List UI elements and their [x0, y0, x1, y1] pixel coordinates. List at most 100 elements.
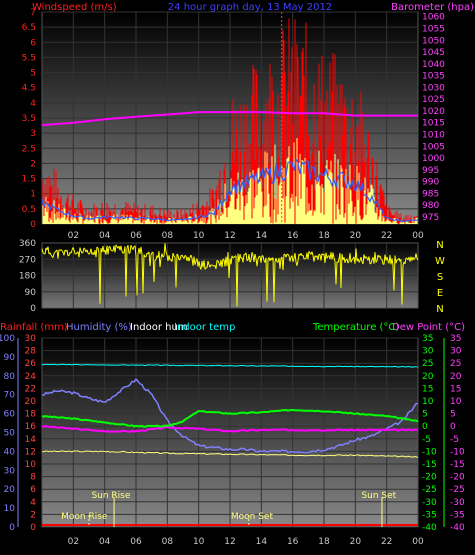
wind-direction-trace [332, 252, 335, 259]
rainfall-y-tick-label: 18 [25, 410, 37, 420]
wind-direction-trace [129, 245, 132, 253]
wind-direction-trace [404, 257, 407, 265]
dewpoint-y-tick-label: 15 [450, 384, 461, 394]
temp-y-tick-label: -35 [422, 510, 437, 520]
wind-direction-trace [49, 252, 52, 256]
pressure-y-tick-label: 1045 [422, 48, 445, 58]
wind-direction-trace [320, 253, 323, 261]
rainfall-y-tick-label: 20 [25, 397, 37, 407]
wind-direction-trace [168, 255, 171, 261]
dewpoint-y-tick-label: 5 [450, 410, 456, 420]
direction-y-tick-label: 270 [19, 255, 36, 265]
temp-x-tick-label: 14 [256, 537, 268, 547]
wind-direction-trace [216, 259, 219, 262]
pressure-y-tick-label: 990 [422, 178, 439, 188]
wind-direction-trace [193, 256, 196, 265]
dewpoint-y-tick-label: -35 [450, 510, 465, 520]
wind-direction-trace [379, 255, 382, 260]
wind-direction-trace [292, 258, 295, 262]
wind-direction-trace [333, 257, 336, 262]
wind-direction-trace [317, 254, 320, 260]
indoor-temp-line [41, 363, 419, 368]
humidity-y-tick-label: 90 [4, 353, 16, 363]
wind-direction-trace [285, 254, 288, 258]
compass-label: S [437, 272, 443, 283]
legend-item: Indoor temp [174, 322, 235, 333]
wind-direction-trace [262, 255, 265, 261]
dewpoint-y-tick-label: 30 [450, 347, 462, 357]
dewpoint-y-tick-label: 25 [450, 359, 461, 369]
rainfall-y-tick-label: 8 [30, 473, 36, 483]
pressure-y-tick-label: 1015 [422, 119, 445, 129]
wind-direction-trace [203, 260, 206, 270]
wind-direction-trace [386, 256, 389, 262]
wind-direction-trace [394, 255, 397, 264]
direction-y-tick-label: 180 [19, 272, 36, 282]
wind-x-tick-label: 04 [99, 231, 111, 241]
wind-direction-trace [374, 252, 377, 263]
wind-direction-trace [68, 252, 71, 256]
wind-y-tick-label: 2.5 [22, 144, 36, 154]
wind-direction-trace [275, 258, 278, 263]
windspeed-axis-title: Windspeed (m/s) [32, 2, 117, 13]
wind-direction-trace [230, 255, 233, 265]
wind-direction-trace [416, 258, 419, 261]
rainfall-y-tick-label: 0 [30, 523, 36, 533]
wind-direction-trace [381, 259, 384, 265]
temp-y-tick-label: -10 [422, 447, 437, 457]
wind-direction-trace [52, 253, 55, 258]
pressure-y-tick-label: 1005 [422, 142, 445, 152]
wind-direction-trace [287, 254, 290, 257]
wind-y-tick-label: 7 [30, 8, 36, 18]
wind-direction-trace [260, 255, 263, 263]
temp-x-tick-label: 02 [68, 537, 79, 547]
wind-x-tick-label: 18 [318, 231, 330, 241]
moon-rise-label: Moon Rise [61, 512, 108, 522]
wind-direction-trace [249, 260, 252, 263]
pressure-y-tick-label: 1020 [422, 107, 445, 117]
wind-direction-trace [221, 258, 224, 268]
pressure-y-tick-label: 1025 [422, 95, 445, 105]
wind-direction-trace [251, 252, 254, 256]
temp-y-tick-label: -25 [422, 485, 437, 495]
pressure-y-tick-label: 1010 [422, 130, 445, 140]
wind-y-tick-label: 5 [30, 69, 36, 79]
rainfall-y-tick-label: 26 [25, 359, 37, 369]
wind-direction-trace [134, 245, 137, 257]
wind-direction-trace [355, 248, 358, 262]
wind-direction-trace [82, 247, 85, 253]
legend-item: Humidity (%) [66, 322, 132, 333]
wind-y-tick-label: 6.5 [22, 23, 36, 33]
wind-direction-trace [302, 255, 305, 260]
wind-direction-trace [159, 258, 162, 268]
pressure-y-tick-label: 980 [422, 201, 439, 211]
rainfall-y-tick-label: 24 [25, 372, 37, 382]
wind-direction-trace [313, 255, 316, 262]
wind-x-tick-label: 16 [287, 231, 299, 241]
wind-direction-trace [368, 256, 371, 264]
pressure-y-tick-label: 995 [422, 166, 439, 176]
wind-direction-trace [72, 247, 75, 250]
sun-set-label: Sun Set [361, 491, 396, 501]
wind-x-tick-label: 06 [130, 231, 142, 241]
wind-x-tick-label: 00 [412, 231, 424, 241]
pressure-y-tick-label: 1040 [422, 60, 445, 70]
humidity-y-tick-label: 50 [4, 429, 16, 439]
wind-direction-trace [296, 260, 299, 266]
pressure-y-tick-label: 1035 [422, 72, 445, 82]
temp-y-tick-label: 0 [422, 422, 428, 432]
wind-direction-trace [413, 257, 416, 260]
wind-direction-trace [127, 245, 130, 254]
wind-x-tick-label: 22 [381, 231, 392, 241]
wind-direction-trace [140, 246, 143, 255]
wind-direction-trace [375, 260, 378, 263]
wind-direction-trace [311, 251, 314, 256]
compass-label: W [435, 256, 445, 267]
temp-y-tick-label: -20 [422, 473, 437, 483]
wind-direction-trace [41, 248, 44, 253]
wind-x-tick-label: 10 [193, 231, 205, 241]
wind-direction-trace [190, 254, 193, 259]
wind-x-tick-label: 12 [224, 231, 235, 241]
wind-direction-trace [99, 248, 102, 304]
